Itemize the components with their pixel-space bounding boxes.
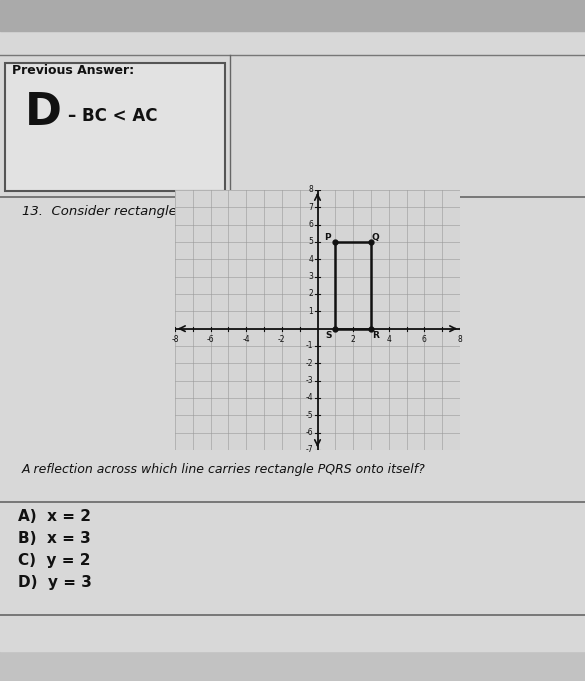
Text: -7: -7	[305, 445, 313, 454]
Text: 7: 7	[308, 203, 313, 212]
Text: -8: -8	[171, 335, 179, 344]
Text: A reflection across which line carries rectangle PQRS onto itself?: A reflection across which line carries r…	[22, 463, 426, 476]
Text: A)  x = 2: A) x = 2	[18, 509, 91, 524]
Text: D: D	[25, 91, 62, 134]
FancyBboxPatch shape	[5, 63, 225, 191]
Text: -1: -1	[305, 341, 313, 351]
Text: 2: 2	[351, 335, 356, 344]
Text: D)  y = 3: D) y = 3	[18, 575, 92, 590]
Text: C)  y = 2: C) y = 2	[18, 553, 91, 568]
Text: 1: 1	[308, 307, 313, 316]
Text: 4: 4	[308, 255, 313, 264]
Text: -2: -2	[305, 359, 313, 368]
Text: -2: -2	[278, 335, 285, 344]
Text: -6: -6	[207, 335, 215, 344]
Text: 6: 6	[308, 220, 313, 229]
Text: -4: -4	[242, 335, 250, 344]
Text: Previous Answer:: Previous Answer:	[12, 64, 134, 77]
Text: -3: -3	[305, 376, 313, 385]
Text: 5: 5	[308, 238, 313, 247]
Text: B)  x = 3: B) x = 3	[18, 531, 91, 546]
Text: Q: Q	[371, 233, 379, 242]
Text: 13.  Consider rectangle PQRS.: 13. Consider rectangle PQRS.	[22, 205, 221, 218]
Text: 8: 8	[308, 185, 313, 195]
Text: 4: 4	[386, 335, 391, 344]
Bar	[0, 0, 585, 31]
Text: -6: -6	[305, 428, 313, 437]
Text: 3: 3	[308, 272, 313, 281]
Text: S: S	[325, 331, 332, 340]
Text: 8: 8	[457, 335, 462, 344]
Text: -5: -5	[305, 411, 313, 419]
Text: -4: -4	[305, 394, 313, 402]
Text: P: P	[324, 233, 331, 242]
Text: – BC < AC: – BC < AC	[68, 107, 157, 125]
Text: R: R	[372, 331, 379, 340]
Text: 2: 2	[308, 289, 313, 298]
Text: 6: 6	[422, 335, 427, 344]
